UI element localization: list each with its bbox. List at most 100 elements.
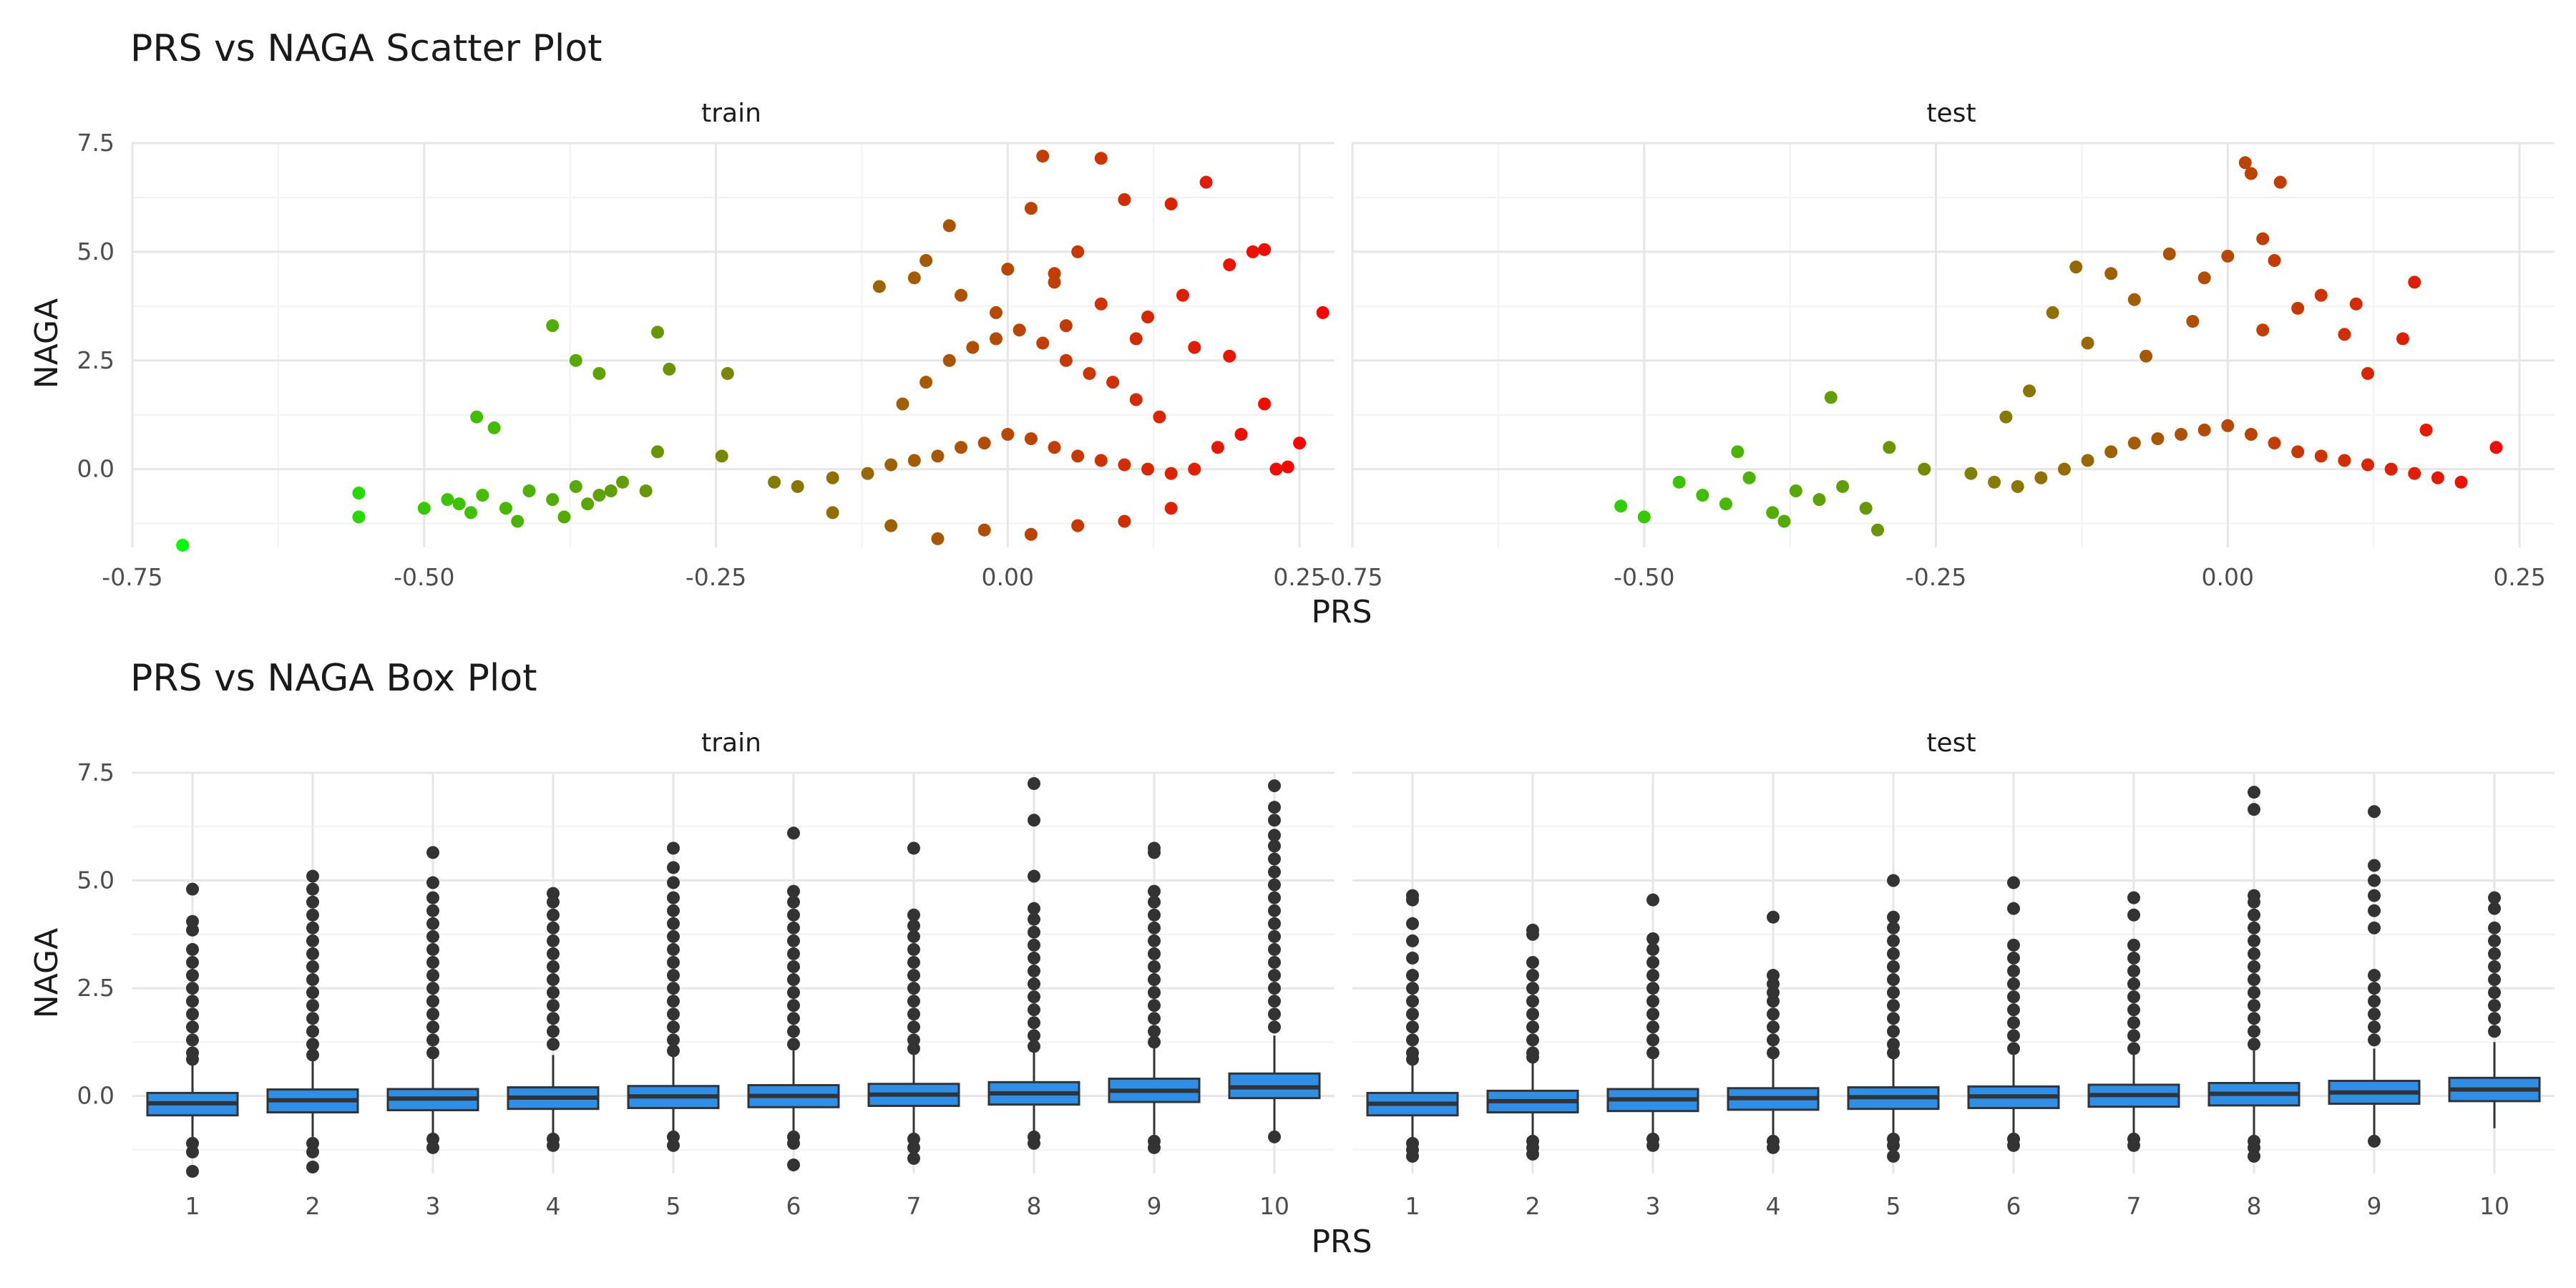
box-outlier	[547, 934, 560, 947]
scatter-point	[2349, 297, 2363, 311]
scatter-points	[176, 150, 2503, 552]
box-x-tick-label: 2	[1526, 1192, 1541, 1220]
box-outlier	[787, 884, 800, 898]
box-outlier	[1526, 1147, 1539, 1161]
box-outlier	[907, 841, 920, 855]
scatter-point	[2057, 462, 2071, 476]
scatter-point	[966, 341, 980, 354]
box-x-axis-title: PRS	[1311, 1224, 1372, 1260]
scatter-point	[476, 489, 489, 502]
box-y-tick-label: 7.5	[77, 758, 114, 786]
scatter-point	[1129, 332, 1143, 346]
scatter-point	[907, 454, 921, 467]
box-outlier	[2127, 891, 2140, 904]
box-outlier	[787, 1136, 800, 1150]
box-outlier	[1028, 777, 1040, 791]
box-outlier	[1767, 910, 1780, 924]
box-outlier	[1887, 1138, 1900, 1152]
box-outlier	[2368, 1134, 2381, 1148]
scatter-point	[1988, 475, 2001, 489]
box-x-tick-label: 6	[786, 1192, 801, 1220]
scatter-point	[1883, 441, 1896, 454]
box-outlier	[547, 895, 560, 909]
box-outlier	[2248, 999, 2260, 1013]
scatter-point	[2140, 349, 2153, 363]
scatter-point	[2034, 471, 2048, 484]
box-outlier	[2368, 995, 2381, 1008]
scatter-point	[1223, 258, 1236, 272]
box-outlier	[1526, 982, 1539, 995]
box-x-tick-label: 10	[1259, 1192, 1289, 1220]
scatter-point	[441, 493, 454, 507]
scatter-point	[2314, 449, 2328, 463]
box-outlier	[1767, 1141, 1780, 1154]
box-x-tick-label: 1	[1405, 1192, 1420, 1220]
scatter-x-tick-label: -0.75	[1322, 563, 1382, 591]
box-outlier	[186, 942, 199, 956]
box-outlier	[426, 1046, 439, 1060]
box-outlier	[787, 1025, 800, 1038]
box-outlier	[186, 1164, 199, 1178]
box-outlier	[1526, 995, 1539, 1008]
scatter-point	[2408, 467, 2421, 480]
scatter-point	[2069, 260, 2083, 274]
scatter-point	[2197, 271, 2211, 285]
scatter-point	[1118, 192, 1131, 206]
scatter-point	[907, 271, 921, 285]
box-outlier	[1526, 1033, 1539, 1047]
box-outlier	[1526, 1020, 1539, 1034]
box-outlier	[547, 1038, 560, 1051]
box-outlier	[1268, 969, 1281, 982]
box-outlier	[1148, 934, 1161, 947]
box-outlier	[426, 942, 439, 956]
box-outlier	[1646, 982, 1659, 995]
box-outlier	[547, 1025, 560, 1038]
scatter-point	[1176, 288, 1189, 302]
scatter-point	[1269, 462, 1283, 476]
box-outlier	[2248, 1038, 2260, 1051]
box-outlier	[306, 1048, 319, 1062]
box-outlier	[1268, 942, 1281, 956]
scatter-point	[2454, 475, 2468, 489]
scatter-point	[1719, 497, 1732, 511]
box-outlier	[2007, 938, 2020, 952]
box-outlier	[2248, 803, 2260, 816]
box-outlier	[787, 1038, 800, 1051]
box-facet-label-train: train	[701, 728, 761, 758]
box-outlier	[787, 826, 800, 840]
box-outlier	[787, 999, 800, 1013]
scatter-point	[650, 445, 664, 459]
box-outlier	[1268, 917, 1281, 930]
box-outlier	[667, 1020, 680, 1034]
box-outlier	[1406, 893, 1419, 907]
box-outlier	[186, 1033, 199, 1047]
box-outlier	[787, 960, 800, 973]
box-outlier	[1148, 1012, 1161, 1025]
box-outlier	[1406, 969, 1419, 982]
scatter-point	[2291, 445, 2305, 459]
box-outlier	[2248, 973, 2260, 987]
box-outlier	[426, 930, 439, 943]
scatter-y-axis-title: NAGA	[29, 298, 65, 389]
box-outlier	[2127, 951, 2140, 965]
box-outlier	[1887, 874, 1900, 887]
box-outlier	[1406, 1008, 1419, 1021]
box-outlier	[547, 1012, 560, 1025]
scatter-point	[1696, 489, 1709, 502]
box-x-tick-label: 9	[1147, 1192, 1162, 1220]
box-outlier	[1767, 995, 1780, 1008]
scatter-point	[499, 502, 512, 515]
box-facet-label-test: test	[1926, 728, 1976, 758]
box-outlier	[1887, 1025, 1900, 1038]
scatter-point	[1258, 243, 1272, 256]
scatter-point	[861, 467, 874, 480]
box-outlier	[907, 982, 920, 995]
box-outlier	[1268, 852, 1281, 866]
box-outlier	[2127, 1003, 2140, 1017]
scatter-point	[1071, 245, 1085, 258]
box-outlier	[2248, 908, 2260, 922]
box-outlier	[426, 1141, 439, 1154]
box-outlier	[1268, 839, 1281, 853]
scatter-point	[592, 366, 606, 380]
